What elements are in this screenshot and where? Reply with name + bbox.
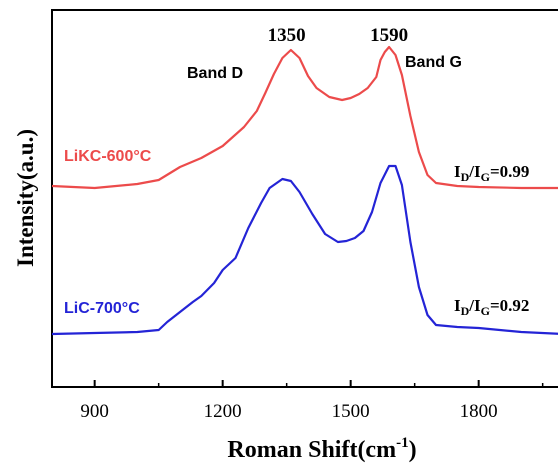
band-d-label: Band D xyxy=(187,65,243,82)
x-tick-label-1200: 1200 xyxy=(204,401,242,422)
series-layer xyxy=(51,45,558,336)
plot-frame xyxy=(51,9,558,388)
x-tick-label-1800: 1800 xyxy=(460,401,498,422)
x-axis-label: Roman Shift(cm-1) xyxy=(227,435,416,463)
x-axis-ticks: 900 1200 1500 1800 xyxy=(80,380,544,422)
ratio-label-likc: ID/IG=0.99 xyxy=(454,162,529,184)
series-line-0 xyxy=(51,45,558,190)
x-tick-label-900: 900 xyxy=(80,401,109,422)
series-line-1 xyxy=(51,164,558,336)
peak-label-1590: 1590 xyxy=(370,25,408,46)
y-axis-label: Intensity(a.u.) xyxy=(13,129,38,267)
series-label-lic: LiC-700°C xyxy=(64,300,140,317)
band-g-label: Band G xyxy=(405,54,462,71)
ratio-label-lic: ID/IG=0.92 xyxy=(454,296,529,318)
x-tick-label-1500: 1500 xyxy=(332,401,370,422)
series-label-likc: LiKC-600°C xyxy=(64,148,152,165)
peak-label-1350: 1350 xyxy=(268,25,306,46)
